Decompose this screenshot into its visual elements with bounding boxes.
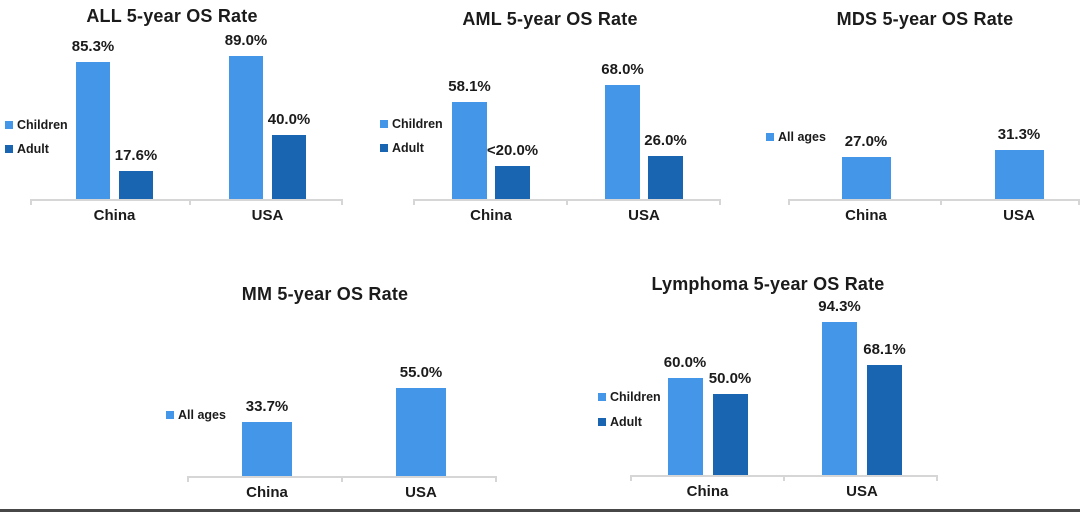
legend-item-adult: Adult [598,415,642,429]
x-axis-tick [936,475,938,481]
legend-label-all-ages: All ages [178,408,226,422]
x-axis-tick [413,199,415,205]
bar-lymphoma-usa-children [822,322,857,475]
value-label-aml-china-children: 58.1% [448,78,491,95]
value-label-lymphoma-usa-adult: 68.1% [863,341,906,358]
value-label-all-china-children: 85.3% [71,38,115,55]
legend-label-children: Children [610,390,661,404]
bar-mm-usa-all-ages [396,388,446,476]
bar-mds-china-all-ages [841,157,891,199]
value-label-mm-usa-all-ages: 55.0% [399,364,443,381]
x-axis-tick [341,199,343,205]
bar-all-china-children [76,62,110,199]
legend-swatch-all-ages-icon [766,133,774,141]
x-axis-tick [788,199,790,205]
legend-item-all-ages: All ages [766,130,826,144]
value-label-mm-china-all-ages: 33.7% [245,398,289,415]
bar-mm-china-all-ages [242,422,292,476]
legend-swatch-adult-icon [5,145,13,153]
value-label-aml-usa-children: 68.0% [601,61,644,78]
category-label-lymphoma-usa: USA [846,483,878,500]
bar-mds-usa-all-ages [994,150,1044,199]
legend-label-all-ages: All ages [778,130,826,144]
legend-swatch-adult-icon [380,144,388,152]
bar-lymphoma-china-children [667,378,703,475]
chart-title-mm: MM 5-year OS Rate [241,284,409,304]
bar-all-china-adult [119,171,153,199]
category-label-mm-usa: USA [405,484,437,501]
x-axis-tick [940,199,942,205]
value-label-all-usa-adult: 40.0% [267,111,311,128]
bar-aml-china-adult [495,166,530,199]
legend-swatch-children-icon [598,393,606,401]
category-label-mds-china: China [845,207,887,224]
bar-all-usa-adult [272,135,306,199]
x-axis-tick [566,199,568,205]
legend-item-all-ages: All ages [166,408,226,422]
category-label-mm-china: China [246,484,288,501]
legend-item-children: Children [380,117,443,131]
x-axis-tick [783,475,785,481]
value-label-all-china-adult: 17.6% [114,147,158,164]
value-label-aml-usa-adult: 26.0% [644,132,687,149]
legend-label-children: Children [392,117,443,131]
chart-title-all: ALL 5-year OS Rate [86,6,258,26]
bar-aml-usa-adult [648,156,683,199]
x-axis-tick [189,199,191,205]
value-label-mds-china-all-ages: 27.0% [844,133,888,150]
legend-swatch-children-icon [5,121,13,129]
category-label-all-china: China [93,207,136,224]
legend-item-adult: Adult [5,142,49,156]
legend-item-children: Children [5,118,68,132]
bar-aml-usa-children [605,85,640,199]
chart-title-aml: AML 5-year OS Rate [462,9,638,29]
bar-all-usa-children [229,56,263,199]
bottom-border-line [0,509,1080,512]
value-label-lymphoma-china-children: 60.0% [663,354,707,371]
legend-label-adult: Adult [610,415,642,429]
category-label-all-usa: USA [251,207,284,224]
legend-swatch-children-icon [380,120,388,128]
value-label-mds-usa-all-ages: 31.3% [997,126,1041,143]
value-label-aml-china-adult: <20.0% [486,142,539,159]
x-axis-tick [341,476,343,482]
x-axis-tick [187,476,189,482]
value-label-all-usa-children: 89.0% [224,32,268,49]
category-label-aml-usa: USA [628,207,660,224]
x-axis-tick [719,199,721,205]
legend-swatch-all-ages-icon [166,411,174,419]
legend-item-children: Children [598,390,661,404]
bar-lymphoma-usa-adult [867,365,902,475]
x-axis-tick [630,475,632,481]
x-axis-tick [495,476,497,482]
chart-title-mds: MDS 5-year OS Rate [836,9,1014,29]
category-label-lymphoma-china: China [686,483,729,500]
x-axis-tick [1078,199,1080,205]
value-label-lymphoma-usa-children: 94.3% [818,298,861,315]
value-label-lymphoma-china-adult: 50.0% [708,370,752,387]
legend-label-adult: Adult [17,142,49,156]
bar-aml-china-children [452,102,487,199]
chart-title-lymphoma: Lymphoma 5-year OS Rate [651,274,885,294]
legend-swatch-adult-icon [598,418,606,426]
x-axis-all [30,199,343,201]
x-axis-mds [788,199,1080,201]
legend-label-adult: Adult [392,141,424,155]
x-axis-tick [30,199,32,205]
category-label-mds-usa: USA [1003,207,1035,224]
bar-lymphoma-china-adult [712,394,748,475]
legend-item-adult: Adult [380,141,424,155]
legend-label-children: Children [17,118,68,132]
category-label-aml-china: China [470,207,512,224]
